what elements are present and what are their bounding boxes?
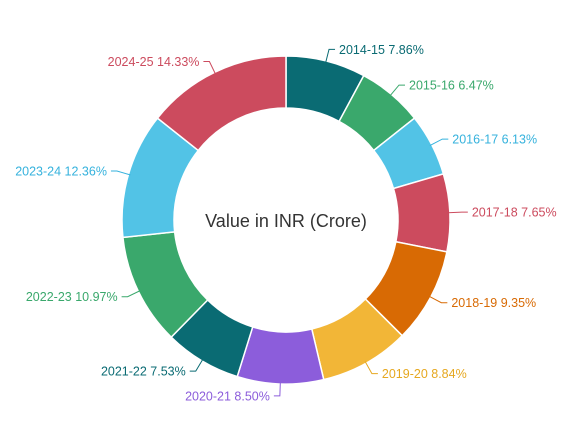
- leader-line-2018-19: [428, 295, 448, 304]
- data-label-2020-21: 2020-21 8.50%: [185, 389, 270, 403]
- data-label-2015-16: 2015-16 6.47%: [409, 79, 494, 93]
- data-label-2021-22: 2021-22 7.53%: [101, 365, 186, 379]
- leader-line-2022-23: [121, 290, 141, 298]
- data-label-2017-18: 2017-18 7.65%: [472, 206, 557, 220]
- leader-line-2021-22: [189, 358, 204, 372]
- slice-2024-25[interactable]: [156, 55, 287, 152]
- leader-line-2023-24: [110, 170, 131, 176]
- leader-line-2014-15: [325, 48, 336, 64]
- leader-line-2020-21: [273, 381, 281, 397]
- slices-group: [121, 55, 451, 385]
- leader-line-2017-18: [447, 211, 468, 214]
- leader-line-2024-25: [203, 61, 216, 75]
- data-label-2018-19: 2018-19 9.35%: [451, 296, 536, 310]
- data-label-2014-15: 2014-15 7.86%: [339, 43, 424, 57]
- slice-2017-18[interactable]: [392, 172, 451, 253]
- leader-line-2016-17: [429, 138, 449, 146]
- leader-line-2019-20: [364, 361, 378, 375]
- center-label: Value in INR (Crore): [205, 211, 367, 231]
- data-label-2023-24: 2023-24 12.36%: [15, 165, 107, 179]
- leader-lines-group: [110, 48, 468, 397]
- data-label-2019-20: 2019-20 8.84%: [382, 367, 467, 381]
- data-label-2022-23: 2022-23 10.97%: [26, 290, 118, 304]
- leader-line-2015-16: [389, 84, 406, 97]
- data-label-2024-25: 2024-25 14.33%: [108, 55, 200, 69]
- labels-group: 2014-15 7.86% 2015-16 6.47% 2016-17 6.13% 2…: [15, 43, 556, 404]
- data-label-2016-17: 2016-17 6.13%: [452, 133, 537, 147]
